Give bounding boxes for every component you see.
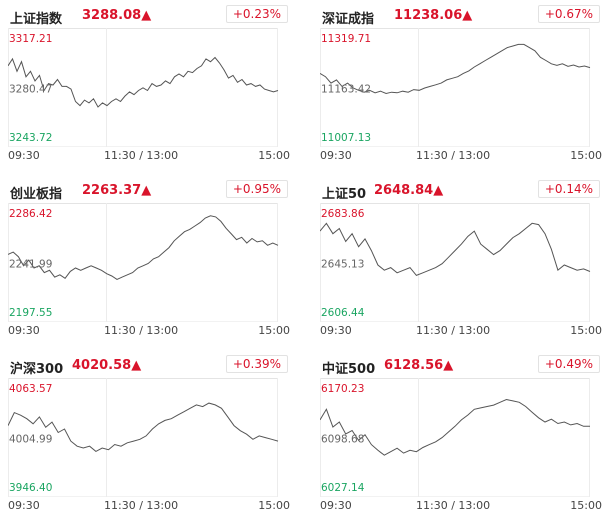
card-header: 上证50 2648.84▲ +0.14% (320, 177, 602, 203)
y-label-low: 2197.55 (9, 307, 52, 319)
grid (8, 378, 278, 497)
change-badge: +0.67% (537, 5, 600, 23)
index-value: 3288.08▲ (82, 8, 152, 23)
y-label-low: 2606.44 (321, 307, 365, 319)
y-label-low: 3946.40 (9, 482, 52, 494)
price-line (320, 222, 591, 277)
index-card-shenzhen[interactable]: 深证成指 11238.06▲ +0.67% 11319.71 11163.42 11… (320, 2, 602, 167)
grid (8, 28, 278, 147)
time-open: 09:30 (8, 149, 40, 162)
y-label-high: 4063.57 (9, 383, 52, 395)
time-open: 09:30 (320, 499, 352, 512)
time-mid: 11:30 / 13:00 (104, 499, 179, 512)
grid (320, 28, 590, 147)
y-label-low: 3243.72 (9, 132, 52, 144)
up-arrow-icon: ▲ (443, 358, 454, 373)
index-card-csi300[interactable]: 沪深300 4020.58▲ +0.39% 4063.57 4004.99 3946… (8, 352, 290, 517)
time-open: 09:30 (8, 499, 40, 512)
intraday-chart[interactable]: 4063.57 4004.99 3946.40 (8, 378, 290, 497)
intraday-chart[interactable]: 6170.23 6098.68 6027.14 (320, 378, 602, 497)
index-card-shanghai[interactable]: 上证指数 3288.08▲ +0.23% 3317.21 3280.47 3243.… (8, 2, 290, 167)
change-badge: +0.39% (225, 355, 288, 373)
time-close: 15:00 (258, 499, 290, 512)
index-name: 中证500 (322, 362, 376, 377)
time-open: 09:30 (320, 324, 352, 337)
price-line (320, 398, 590, 456)
index-value: 2648.84▲ (374, 183, 444, 198)
up-arrow-icon: ▲ (131, 358, 142, 373)
y-label-high: 2683.86 (321, 208, 365, 220)
y-label-mid: 11163.42 (321, 84, 371, 96)
index-name: 沪深300 (10, 362, 64, 377)
price-line (8, 56, 279, 108)
card-header: 深证成指 11238.06▲ +0.67% (320, 2, 602, 28)
up-arrow-icon: ▲ (462, 8, 473, 23)
time-open: 09:30 (8, 324, 40, 337)
price-line (8, 215, 279, 280)
grid (320, 378, 590, 497)
y-label-low: 11007.13 (321, 132, 371, 144)
up-arrow-icon: ▲ (141, 8, 152, 23)
y-label-mid: 2645.13 (321, 259, 364, 271)
intraday-chart[interactable]: 3317.21 3280.47 3243.72 (8, 28, 290, 147)
y-label-high: 11319.71 (321, 33, 371, 45)
intraday-chart[interactable]: 2683.86 2645.13 2606.44 (320, 203, 602, 322)
card-header: 创业板指 2263.37▲ +0.95% (8, 177, 290, 203)
y-label-high: 2286.42 (9, 208, 52, 220)
index-value: 4020.58▲ (72, 358, 142, 373)
card-header: 上证指数 3288.08▲ +0.23% (8, 2, 290, 28)
grid (8, 203, 278, 322)
intraday-chart[interactable]: 11319.71 11163.42 11007.13 (320, 28, 602, 147)
time-mid: 11:30 / 13:00 (416, 149, 491, 162)
index-value: 6128.56▲ (384, 358, 454, 373)
y-label-high: 3317.21 (9, 33, 52, 45)
y-label-low: 6027.14 (321, 482, 365, 494)
change-badge: +0.23% (225, 5, 288, 23)
time-close: 15:00 (570, 149, 602, 162)
time-mid: 11:30 / 13:00 (416, 324, 491, 337)
time-mid: 11:30 / 13:00 (104, 324, 179, 337)
time-close: 15:00 (570, 499, 602, 512)
index-name: 深证成指 (322, 12, 375, 27)
time-close: 15:00 (570, 324, 602, 337)
price-line (8, 402, 279, 452)
index-card-chinext[interactable]: 创业板指 2263.37▲ +0.95% 2286.42 2241.99 2197.… (8, 177, 290, 342)
index-card-sse50[interactable]: 上证50 2648.84▲ +0.14% 2683.86 2645.13 2606.… (320, 177, 602, 342)
time-mid: 11:30 / 13:00 (416, 499, 491, 512)
y-label-mid: 4004.99 (9, 434, 52, 446)
up-arrow-icon: ▲ (433, 183, 444, 198)
time-open: 09:30 (320, 149, 352, 162)
index-card-csi500[interactable]: 中证500 6128.56▲ +0.49% 6170.23 6098.68 6027… (320, 352, 602, 517)
index-name: 上证50 (322, 187, 367, 202)
grid (320, 203, 590, 322)
time-close: 15:00 (258, 324, 290, 337)
y-label-high: 6170.23 (321, 383, 364, 395)
time-mid: 11:30 / 13:00 (104, 149, 179, 162)
time-close: 15:00 (258, 149, 290, 162)
up-arrow-icon: ▲ (141, 183, 152, 198)
card-header: 沪深300 4020.58▲ +0.39% (8, 352, 290, 378)
index-name: 创业板指 (10, 187, 63, 202)
index-value: 2263.37▲ (82, 183, 152, 198)
price-line (320, 43, 591, 95)
change-badge: +0.14% (537, 180, 600, 198)
change-badge: +0.49% (537, 355, 600, 373)
index-name: 上证指数 (10, 12, 63, 27)
y-label-mid: 2241.99 (9, 259, 52, 271)
card-header: 中证500 6128.56▲ +0.49% (320, 352, 602, 378)
y-label-mid: 6098.68 (321, 434, 364, 446)
intraday-chart[interactable]: 2286.42 2241.99 2197.55 (8, 203, 290, 322)
y-label-mid: 3280.47 (9, 84, 52, 96)
change-badge: +0.95% (225, 180, 288, 198)
index-value: 11238.06▲ (394, 8, 473, 23)
